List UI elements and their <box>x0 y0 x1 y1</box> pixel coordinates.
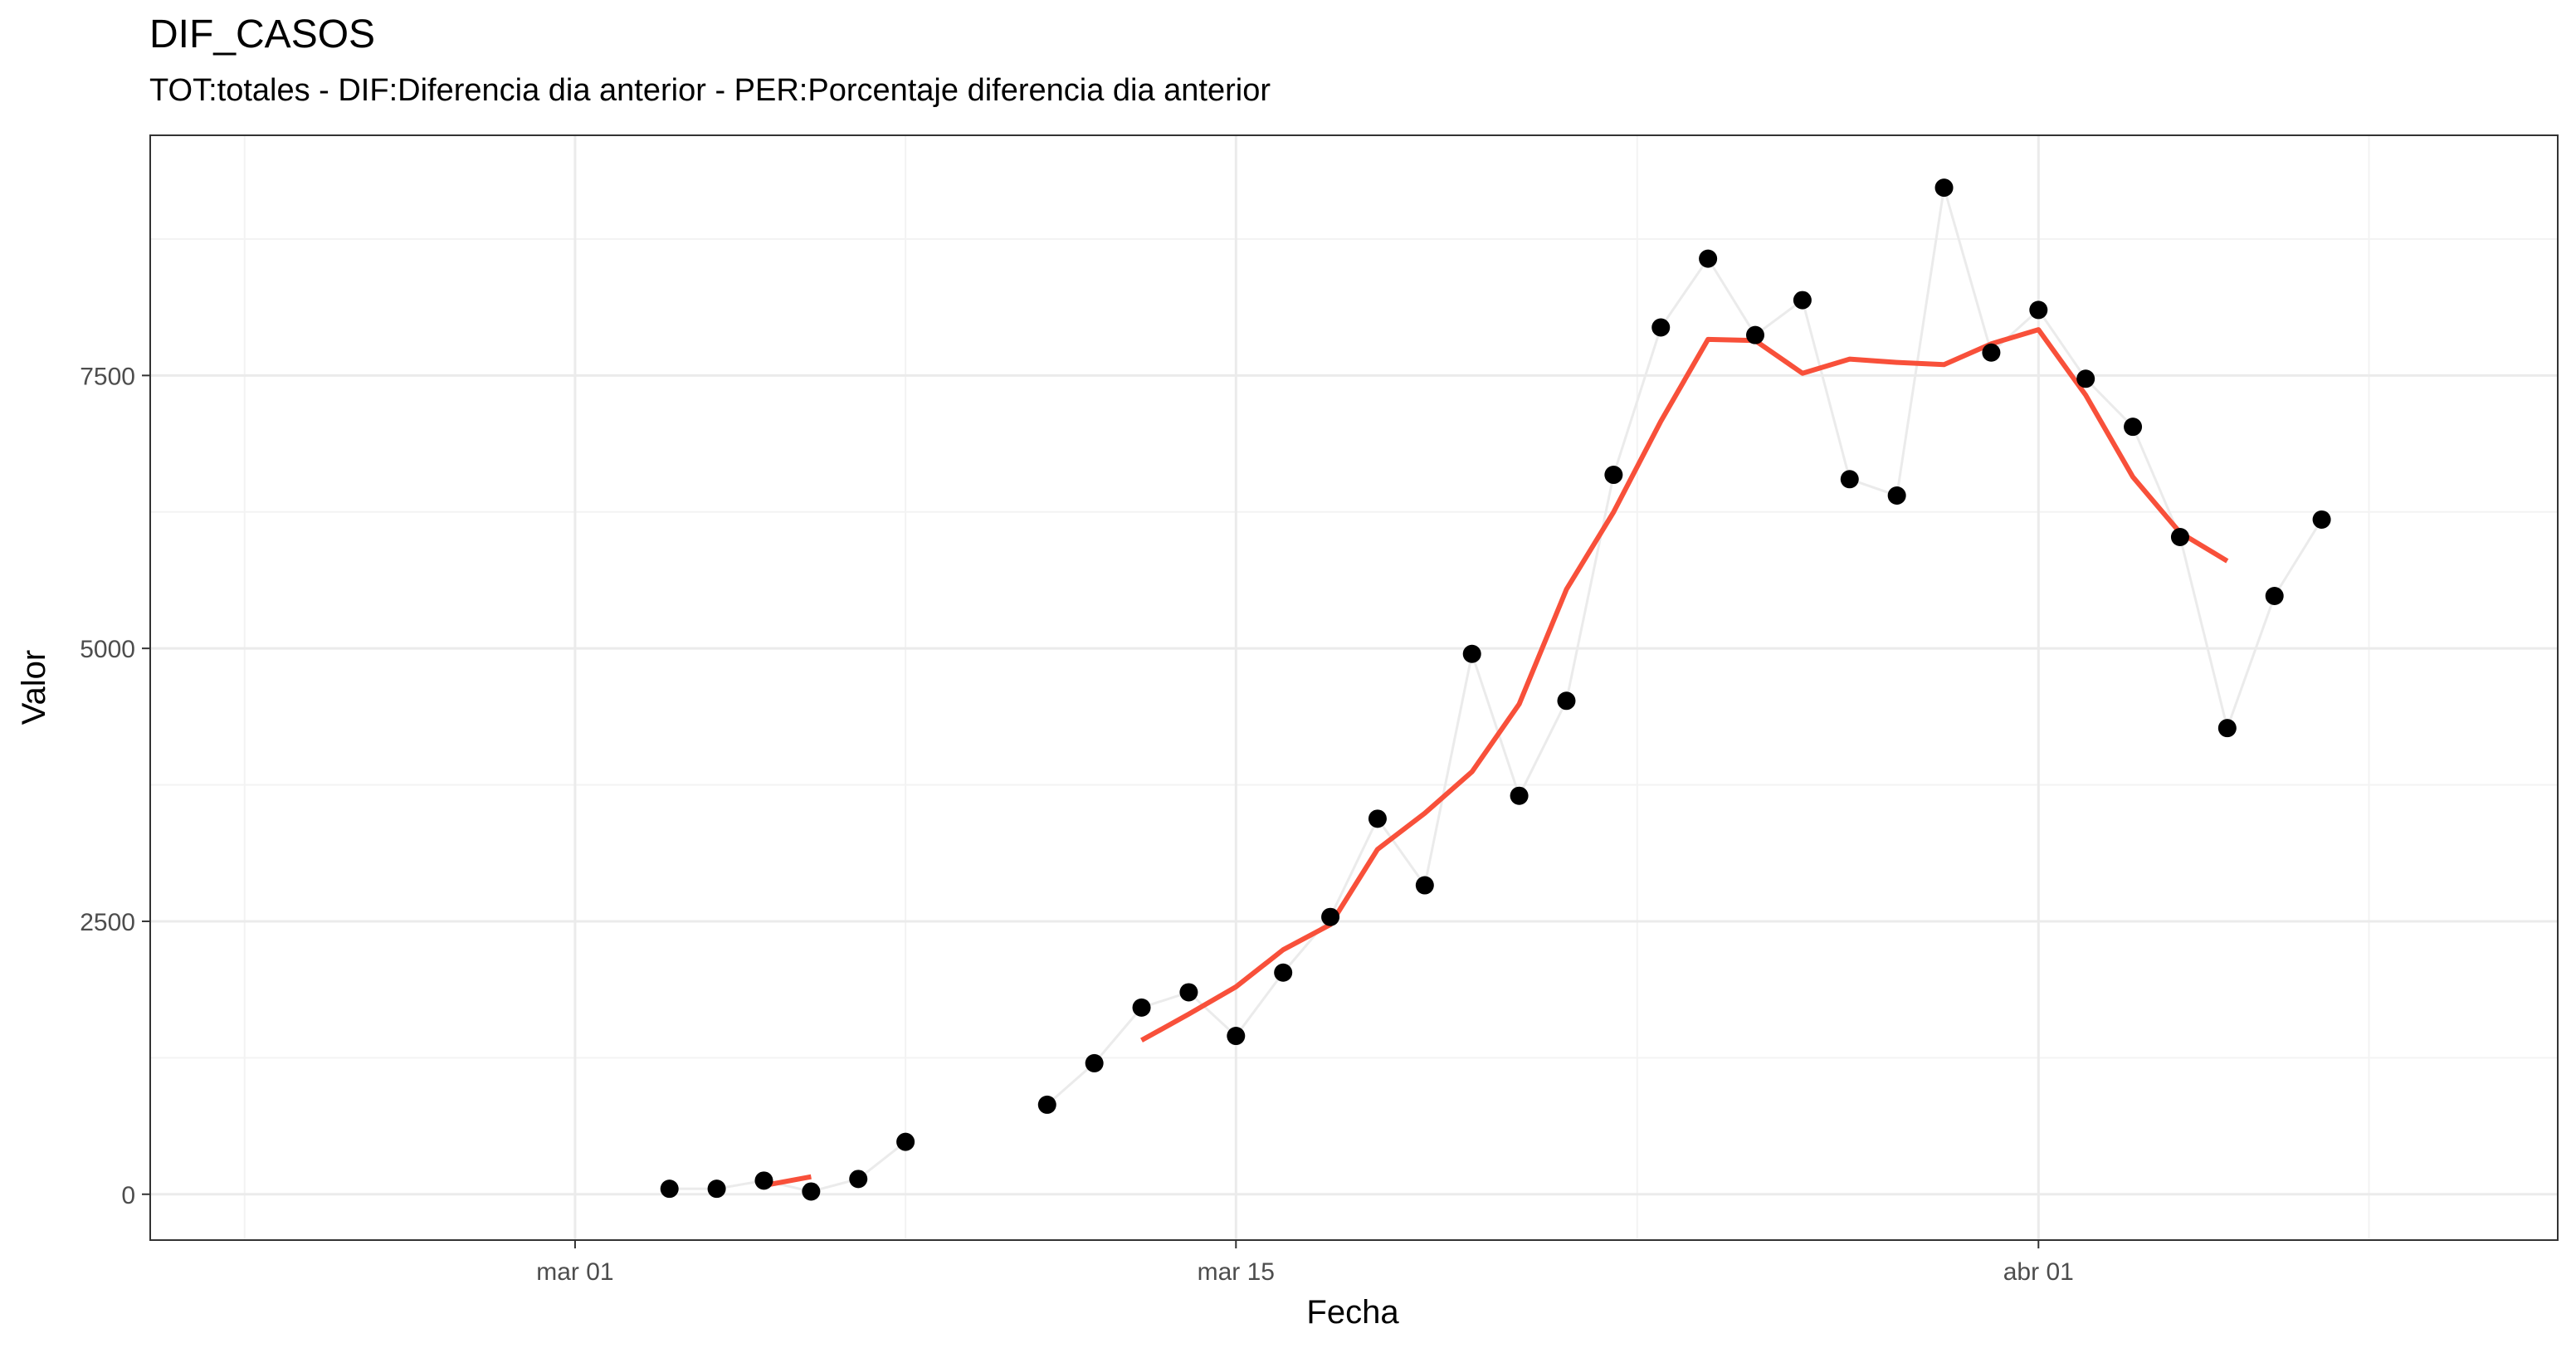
connecting-segment <box>1943 187 1993 354</box>
minor-gridlines <box>150 135 2558 1240</box>
data-point <box>1982 343 2001 362</box>
connecting-segment <box>1990 309 2040 354</box>
data-point <box>896 1132 915 1151</box>
panel-border <box>149 134 2559 1241</box>
connecting-segment <box>1565 474 1615 701</box>
data-point <box>1462 644 1481 663</box>
x-tick-label: mar 01 <box>536 1258 613 1286</box>
connecting-segment <box>1235 971 1285 1037</box>
connecting-segment <box>1093 1006 1143 1064</box>
y-tick-label: 7500 <box>80 363 135 390</box>
data-point <box>1934 178 1954 198</box>
data-point <box>802 1182 821 1201</box>
data-point <box>2170 528 2189 546</box>
connecting-segment <box>1518 700 1568 797</box>
data-point <box>1227 1027 1246 1046</box>
x-tick-label: mar 15 <box>1198 1258 1275 1286</box>
data-point <box>2029 300 2048 320</box>
connecting-segment <box>1895 187 1946 496</box>
data-point <box>1604 466 1623 485</box>
connecting-segment <box>2178 536 2229 729</box>
connecting-segment <box>1329 818 1379 918</box>
x-axis-label: Fecha <box>1306 1294 1399 1331</box>
data-point <box>1557 691 1576 711</box>
data-point <box>754 1171 773 1190</box>
data-point <box>2124 418 2143 437</box>
chart-subtitle: TOT:totales - DIF:Diferencia dia anterio… <box>149 73 1271 108</box>
x-tick-label: abr 01 <box>2003 1258 2074 1286</box>
x-axis: mar 01 mar 15 abr 01 <box>536 1240 2074 1286</box>
connecting-segment <box>1612 327 1662 476</box>
data-point <box>1415 876 1434 895</box>
connecting-segment <box>2131 426 2182 538</box>
data-points <box>660 178 2331 1201</box>
connecting-segment <box>1801 300 1852 480</box>
y-axis: 0 2500 5000 7500 <box>80 363 150 1209</box>
data-point <box>707 1180 726 1199</box>
data-point <box>2217 719 2237 738</box>
data-point <box>1510 786 1529 805</box>
y-tick-label: 2500 <box>80 909 135 936</box>
connecting-segment <box>1046 1062 1095 1106</box>
data-point <box>1132 998 1151 1017</box>
data-point <box>2265 587 2284 606</box>
connecting-segment <box>1706 257 1757 336</box>
data-point <box>1037 1095 1056 1114</box>
data-point <box>1699 249 1718 268</box>
data-point <box>2312 510 2331 529</box>
data-point <box>1840 470 1859 489</box>
data-point <box>1085 1053 1104 1072</box>
data-point <box>1321 907 1340 926</box>
data-point <box>1368 809 1387 828</box>
data-point <box>2076 369 2095 388</box>
connecting-line <box>669 187 2323 1193</box>
connecting-segment <box>857 1140 907 1180</box>
connecting-segment <box>1471 653 1521 797</box>
connecting-segment <box>1188 991 1237 1038</box>
connecting-segment <box>2226 595 2276 729</box>
data-point <box>1274 963 1293 982</box>
connecting-segment <box>2037 309 2087 380</box>
y-tick-label: 0 <box>121 1182 135 1209</box>
data-point <box>660 1180 679 1199</box>
connecting-segment <box>2273 519 2323 597</box>
chart-title: DIF_CASOS <box>149 12 376 56</box>
data-point <box>849 1170 868 1189</box>
y-tick-label: 5000 <box>80 636 135 663</box>
data-point <box>1793 291 1812 310</box>
connecting-segment <box>1423 653 1474 886</box>
data-point <box>1887 486 1906 506</box>
data-point <box>1179 983 1198 1002</box>
connecting-segment <box>1376 818 1427 886</box>
y-axis-label: Valor <box>16 650 52 725</box>
data-point <box>1746 325 1764 344</box>
connecting-segment <box>1754 299 1803 336</box>
smooth-line-segment <box>1140 327 2229 1043</box>
major-gridlines <box>150 135 2558 1240</box>
connecting-segment <box>1659 257 1710 329</box>
connecting-segment <box>2085 378 2134 428</box>
data-point <box>1651 318 1671 337</box>
